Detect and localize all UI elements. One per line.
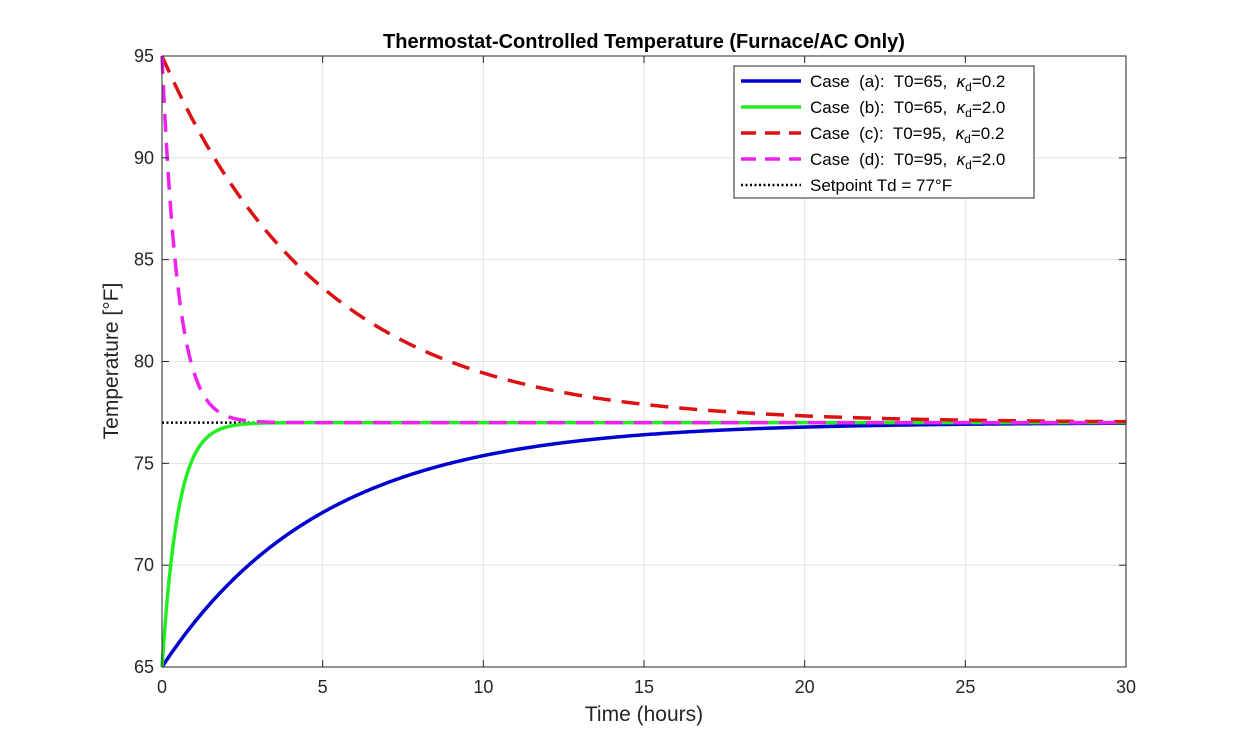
y-tick-label: 70 — [134, 555, 154, 575]
y-axis-label: Temperature [°F] — [100, 283, 123, 440]
y-tick-label: 75 — [134, 453, 154, 473]
x-tick-label: 10 — [473, 677, 493, 697]
x-tick-label: 20 — [795, 677, 815, 697]
y-tick-label: 80 — [134, 352, 154, 372]
x-axis-label: Time (hours) — [585, 703, 703, 726]
series-line-3 — [160, 55, 1127, 425]
x-tick-label: 5 — [318, 677, 328, 697]
legend-label-setpoint: Setpoint Td = 77°F — [810, 176, 952, 195]
legend: Case (a): T0=65, κd=0.2 Case (b): T0=65, … — [733, 65, 1035, 199]
x-tick-label: 25 — [955, 677, 975, 697]
x-tick-label: 15 — [634, 677, 654, 697]
y-tick-label: 85 — [134, 250, 154, 270]
axis-ticks: 0 5 10 15 20 25 30 65 70 75 80 85 90 95 — [134, 46, 1136, 697]
legend-label-0: Case (a): T0=65, κd=0.2 — [810, 72, 1005, 94]
chart-title: Thermostat-Controlled Temperature (Furna… — [383, 31, 905, 53]
legend-box — [733, 65, 1035, 199]
legend-label-2: Case (c): T0=95, κd=0.2 — [810, 124, 1004, 146]
legend-label-3: Case (d): T0=95, κd=2.0 — [810, 150, 1005, 172]
x-tick-label: 0 — [157, 677, 167, 697]
y-tick-label: 95 — [134, 46, 154, 66]
x-tick-label: 30 — [1116, 677, 1136, 697]
legend-label-1: Case (b): T0=65, κd=2.0 — [810, 98, 1005, 120]
series-layer — [160, 55, 1127, 668]
y-tick-label: 90 — [134, 148, 154, 168]
y-tick-label: 65 — [134, 657, 154, 677]
